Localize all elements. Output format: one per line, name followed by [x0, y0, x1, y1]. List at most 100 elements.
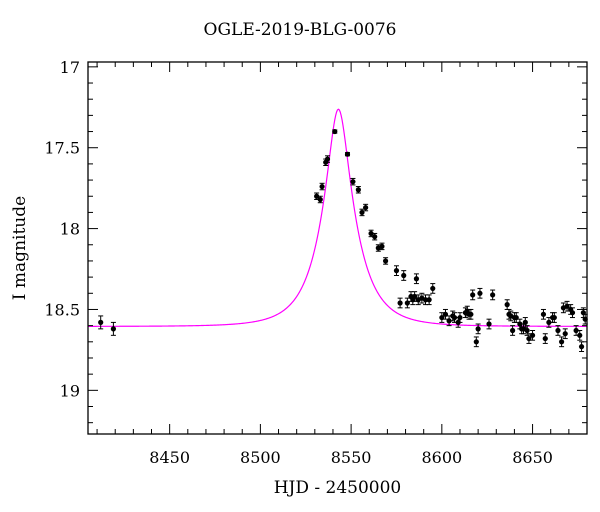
x-tick-label: 8450: [149, 448, 190, 467]
data-marker: [319, 183, 325, 190]
data-marker: [451, 314, 458, 321]
data-point: [397, 297, 403, 309]
data-point: [564, 300, 570, 312]
data-marker: [486, 321, 492, 327]
data-marker: [382, 258, 389, 264]
data-marker: [368, 230, 374, 237]
data-marker: [379, 243, 385, 249]
data-point: [446, 315, 452, 327]
data-marker: [332, 128, 338, 135]
data-point: [379, 242, 385, 251]
y-tick-label: 18.5: [44, 300, 80, 319]
data-marker: [457, 314, 463, 321]
data-marker: [555, 327, 561, 334]
data-point: [510, 325, 516, 336]
data-point: [350, 177, 356, 186]
data-marker: [475, 326, 481, 332]
y-tick-label: 18: [60, 220, 80, 239]
data-point: [577, 329, 583, 341]
chart-title: OGLE-2019-BLG-0076: [203, 20, 397, 40]
data-point: [401, 270, 407, 281]
data-point: [562, 328, 568, 340]
data-marker: [446, 318, 452, 324]
data-point: [426, 294, 432, 306]
data-point: [430, 283, 436, 294]
data-point: [473, 336, 479, 348]
data-marker: [470, 292, 476, 298]
y-tick-label: 17.5: [44, 139, 80, 158]
axes-layer: 8450 8500 8550 8600 8650 17 17.5 18 18.5 19: [44, 58, 588, 467]
data-marker: [577, 332, 583, 338]
data-marker: [542, 335, 548, 342]
data-marker: [529, 332, 536, 338]
data-point: [324, 155, 331, 163]
data-point: [314, 192, 320, 200]
data-marker: [317, 196, 323, 203]
data-point: [457, 312, 463, 323]
data-marker: [98, 319, 104, 325]
data-marker: [504, 302, 510, 308]
data-marker: [468, 311, 474, 317]
model-layer: [88, 108, 588, 327]
y-tick-label: 17: [60, 58, 80, 77]
data-point: [490, 289, 496, 301]
x-axis-label: HJD - 2450000: [273, 478, 402, 498]
data-marker: [401, 272, 407, 279]
data-marker: [397, 300, 403, 306]
data-point: [468, 308, 474, 320]
data-point: [332, 128, 338, 135]
data-marker: [393, 268, 400, 274]
data-marker: [372, 234, 378, 240]
data-point: [363, 203, 369, 212]
data-point: [504, 299, 510, 310]
data-point: [393, 265, 400, 276]
data-marker: [355, 187, 361, 193]
data-marker: [578, 344, 585, 350]
y-tick-label: 19: [60, 381, 80, 400]
data-marker: [522, 319, 528, 325]
x-tick-label: 8500: [240, 448, 281, 467]
data-layer: [98, 128, 588, 353]
data-marker: [314, 193, 320, 199]
data-point: [526, 333, 532, 344]
data-point: [542, 333, 548, 344]
data-marker: [551, 314, 557, 321]
data-point: [382, 257, 389, 265]
data-marker: [540, 311, 547, 317]
data-point: [486, 318, 492, 330]
data-marker: [363, 204, 369, 211]
data-marker: [558, 339, 565, 345]
data-point: [98, 315, 104, 330]
data-point: [470, 289, 476, 301]
data-point: [317, 195, 323, 204]
y-axis-label-wrap: I magnitude: [0, 62, 40, 434]
data-point: [569, 307, 576, 319]
data-point: [578, 341, 585, 353]
data-marker: [546, 319, 552, 325]
x-tick-label: 8650: [512, 448, 553, 467]
data-point: [355, 186, 361, 194]
data-marker: [422, 297, 429, 303]
data-marker: [510, 327, 516, 334]
data-marker: [524, 327, 530, 334]
data-marker: [473, 339, 479, 345]
data-marker: [490, 292, 496, 298]
model-curve: [88, 108, 588, 327]
x-tick-label: 8600: [421, 448, 462, 467]
data-marker: [562, 331, 568, 337]
data-point: [558, 336, 565, 348]
data-marker: [110, 326, 117, 332]
data-point: [404, 297, 410, 309]
data-marker: [324, 156, 331, 162]
x-tick-label: 8550: [331, 448, 372, 467]
data-point: [555, 325, 561, 336]
data-marker: [350, 179, 356, 185]
data-marker: [426, 297, 432, 303]
data-point: [372, 232, 378, 241]
data-point: [110, 321, 117, 336]
data-point: [529, 329, 536, 341]
data-point: [413, 273, 420, 285]
data-point: [551, 312, 557, 323]
data-point: [368, 229, 374, 238]
